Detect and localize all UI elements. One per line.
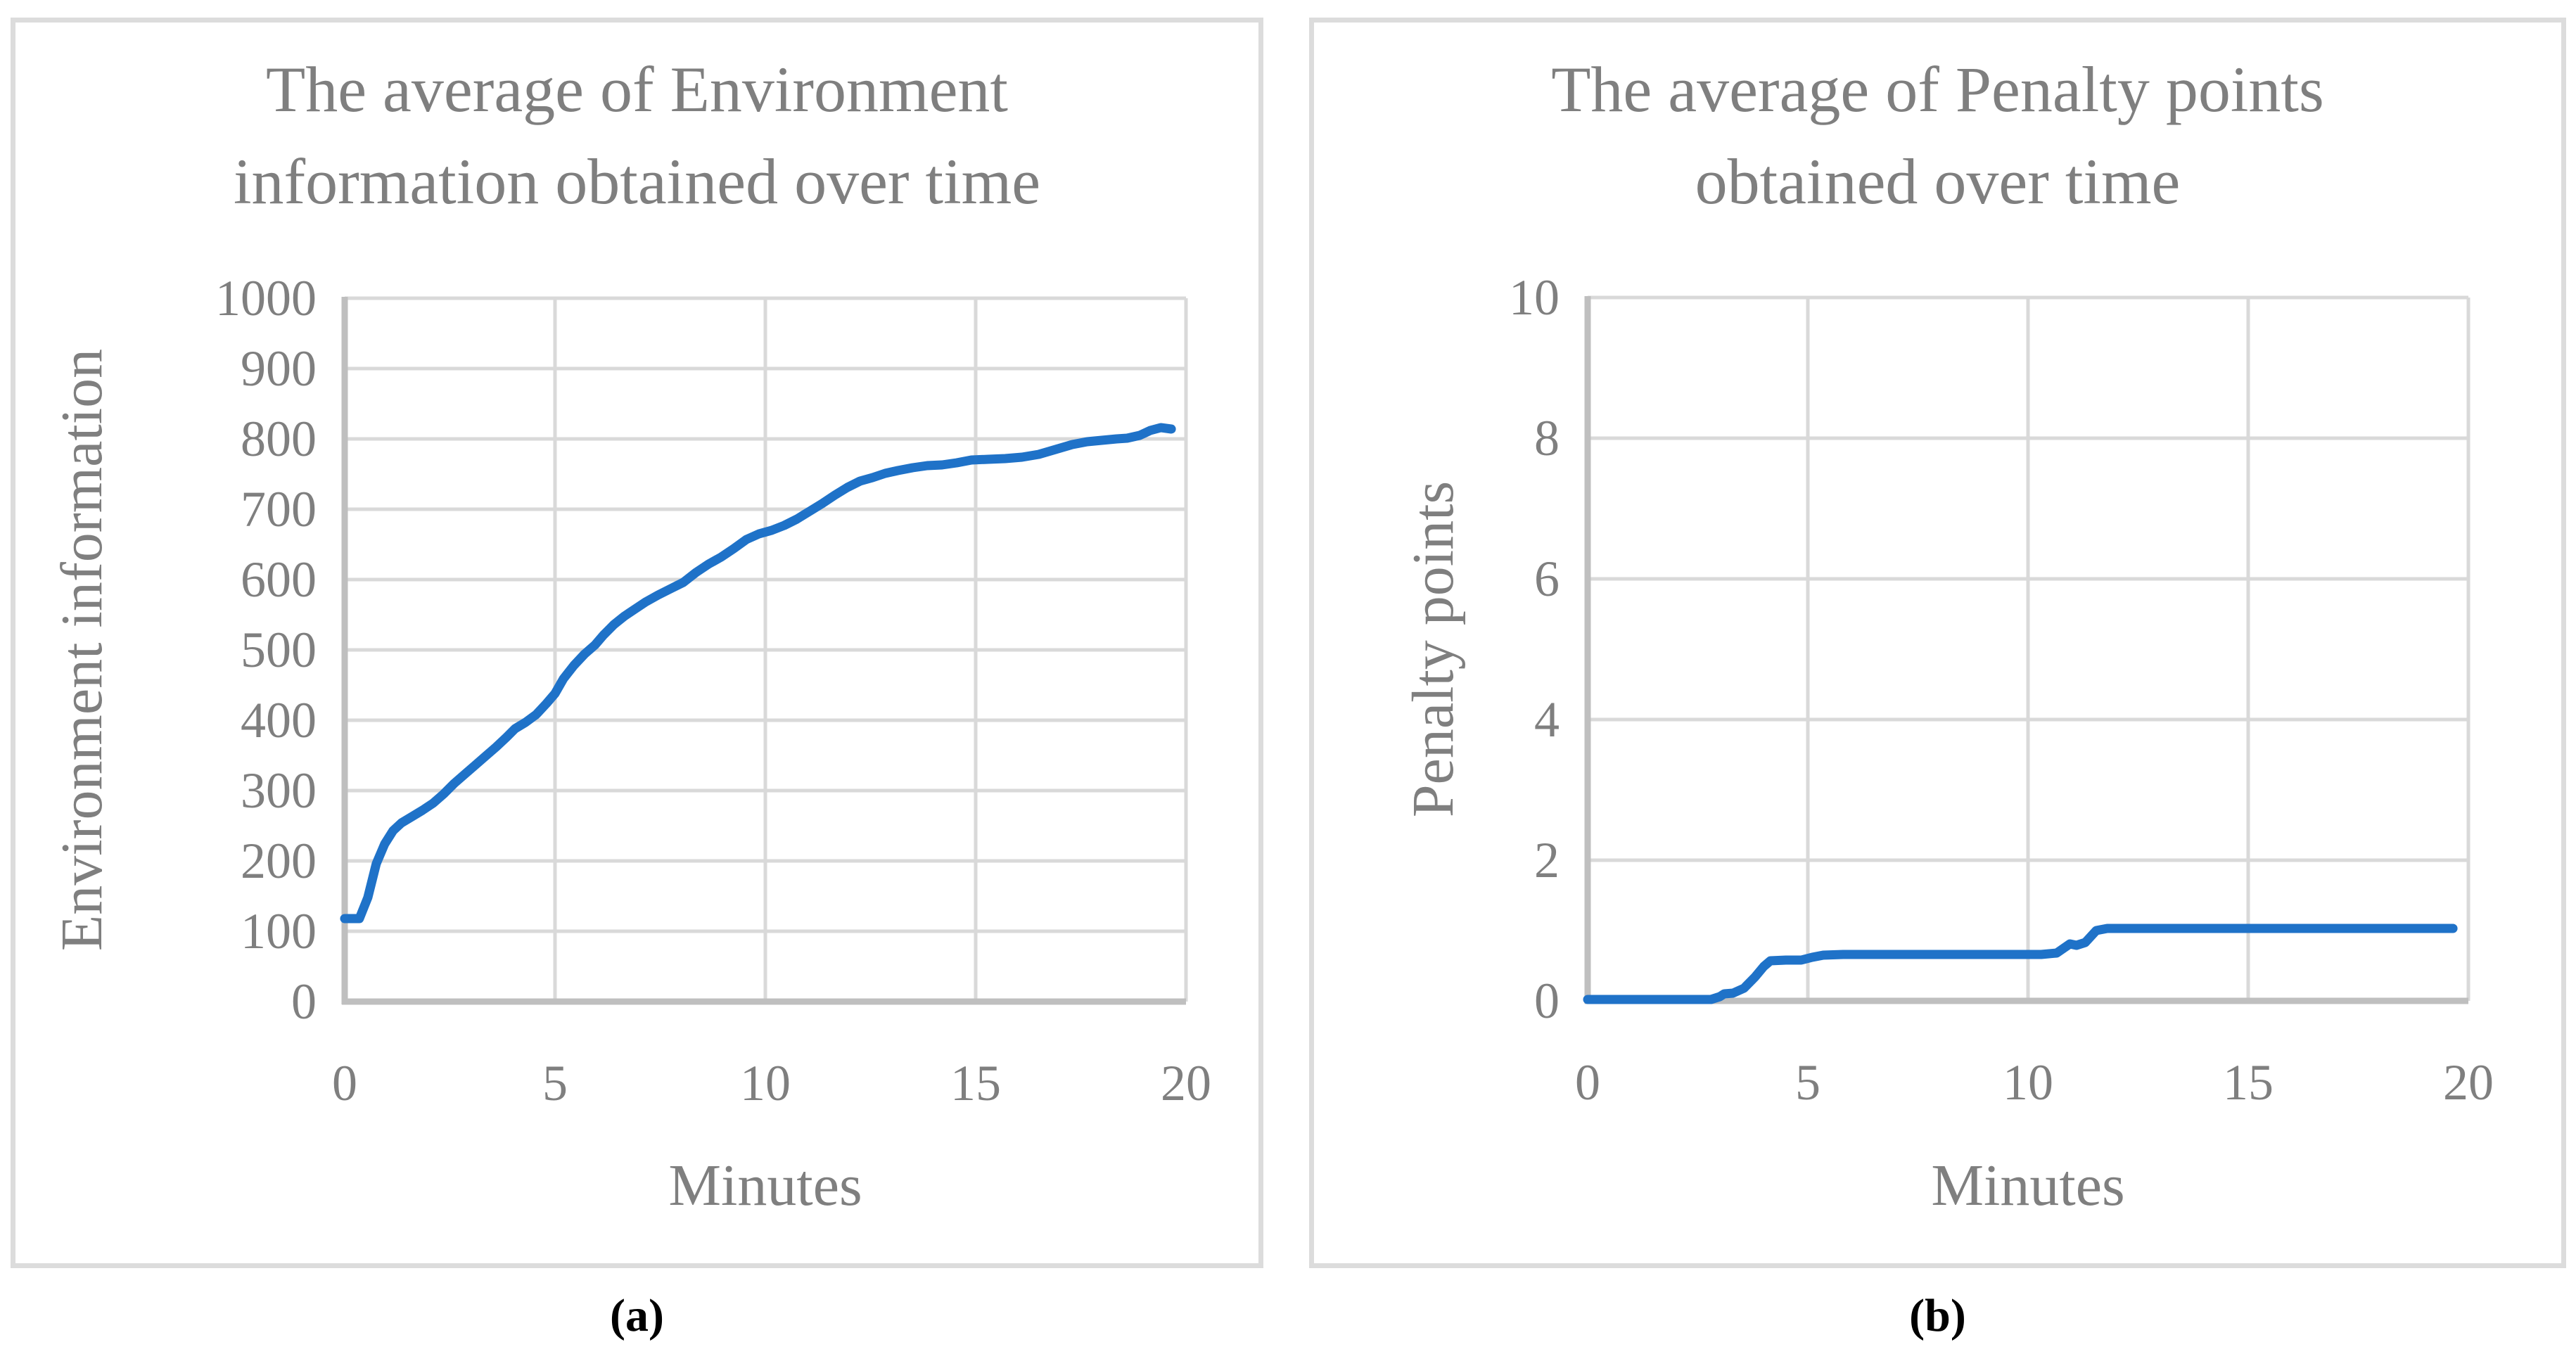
chart-title-line2: obtained over time	[1695, 145, 2181, 217]
x-tick-label: 0	[332, 1055, 357, 1111]
chart-title: The average of Environment information o…	[15, 44, 1258, 227]
y-tick-label: 300	[241, 762, 317, 819]
y-tick-label: 100	[241, 903, 317, 959]
caption-b: (b)	[1909, 1290, 1966, 1341]
y-tick-label: 800	[241, 411, 317, 467]
x-tick-label: 0	[1575, 1054, 1600, 1111]
panel-environment-chart: The average of Environment information o…	[11, 18, 1263, 1268]
x-tick-label: 5	[542, 1055, 568, 1111]
y-tick-label: 10	[1509, 269, 1560, 326]
caption-a: (a)	[610, 1290, 664, 1341]
y-tick-label: 600	[241, 551, 317, 608]
x-tick-label: 20	[2443, 1054, 2494, 1111]
environment-line-chart: The average of Environment information o…	[15, 23, 1258, 1263]
plot-area	[340, 296, 1188, 1005]
y-tick-label: 6	[1534, 551, 1560, 607]
x-tick-label: 5	[1795, 1054, 1821, 1111]
y-tick-label: 400	[241, 692, 317, 748]
chart-title-line2: information obtained over time	[233, 145, 1041, 217]
panel-penalty-chart: The average of Penalty points obtained o…	[1309, 18, 2566, 1268]
chart-title: The average of Penalty points obtained o…	[1314, 44, 2561, 227]
y-tick-label: 700	[241, 481, 317, 537]
chart-title-line1: The average of Penalty points	[1551, 53, 2324, 125]
chart-title-line1: The average of Environment	[266, 53, 1008, 125]
x-tick-label: 15	[2223, 1054, 2274, 1111]
y-tick-label: 2	[1534, 832, 1560, 888]
x-tick-label: 10	[2003, 1054, 2053, 1111]
y-tick-label: 1000	[215, 270, 317, 326]
y-tick-label: 500	[241, 622, 317, 678]
y-tick-label: 4	[1534, 691, 1560, 748]
x-axis-title: Minutes	[668, 1153, 862, 1218]
x-tick-label: 15	[950, 1055, 1001, 1111]
x-axis-title: Minutes	[1931, 1153, 2125, 1218]
y-axis-title: Penalty points	[1401, 480, 1466, 818]
y-tick-label: 0	[291, 973, 317, 1030]
y-tick-label: 8	[1534, 410, 1560, 466]
y-tick-label: 0	[1534, 973, 1560, 1029]
x-tick-label: 20	[1161, 1055, 1211, 1111]
y-tick-label: 900	[241, 340, 317, 397]
x-tick-label: 10	[740, 1055, 791, 1111]
y-tick-label: 200	[241, 833, 317, 889]
penalty-line-chart: The average of Penalty points obtained o…	[1314, 23, 2561, 1263]
plot-area	[1583, 295, 2470, 1004]
